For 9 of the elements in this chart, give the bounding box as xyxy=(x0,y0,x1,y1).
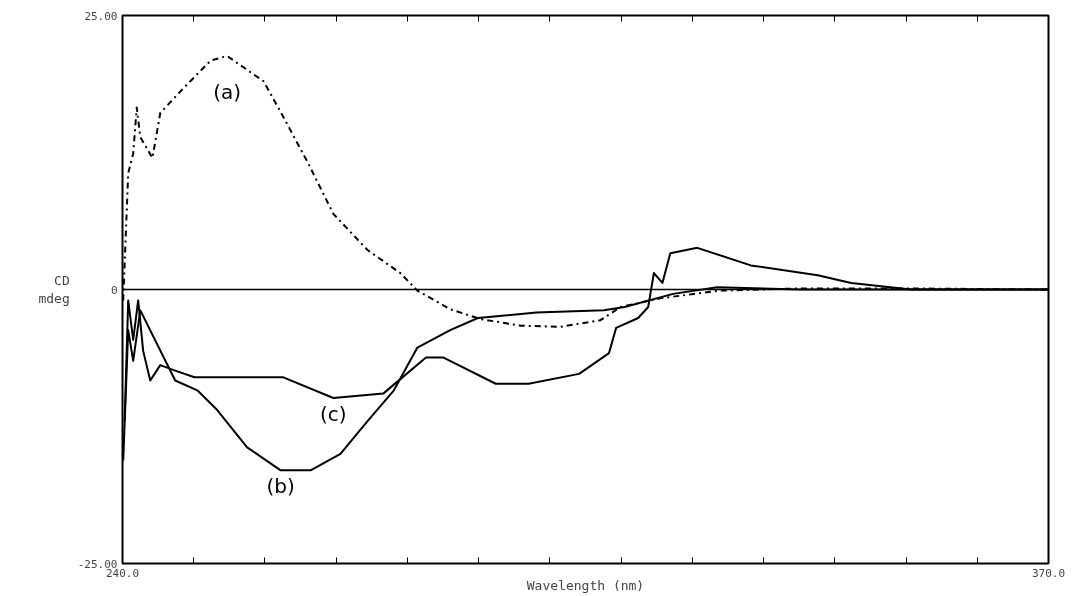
series-label: (a) xyxy=(213,80,242,105)
series-label: (b) xyxy=(266,474,295,499)
y-tick-label: 0 xyxy=(110,283,118,297)
y-axis-title: CD mdeg xyxy=(38,273,70,306)
x-tick-label: 240.0 xyxy=(105,566,140,580)
x-tick-label: 370.0 xyxy=(1031,566,1066,580)
y-tick-label: 25.00 xyxy=(84,9,118,23)
series-label: (c) xyxy=(320,402,347,426)
x-axis-title: Wavelength (nm) xyxy=(526,577,645,593)
